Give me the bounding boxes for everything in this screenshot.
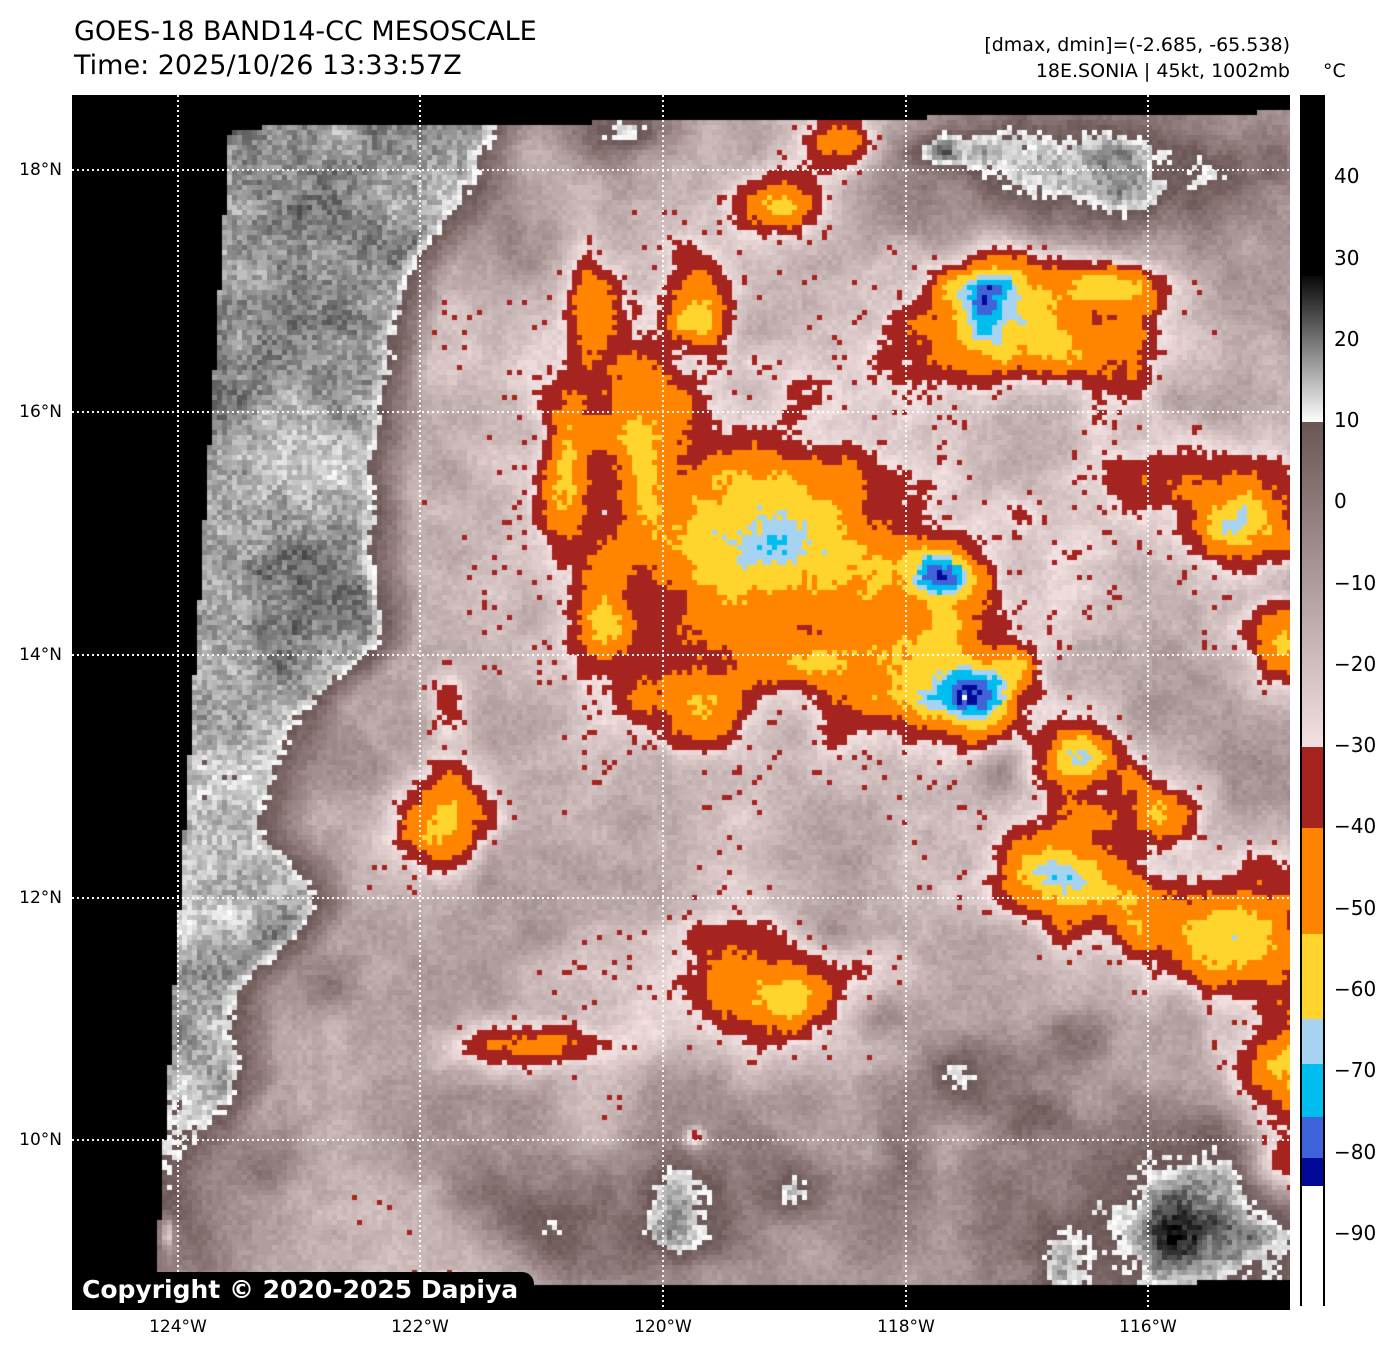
colorbar-tick-label: −80 [1334,1139,1377,1164]
colorbar-tick-label: −10 [1334,570,1377,595]
lat-tick-label: 16°N [19,402,62,422]
colorbar-tick-label: −20 [1334,651,1377,676]
storm-info: 18E.SONIA | 45kt, 1002mb [1035,60,1290,82]
lat-tick-label: 18°N [19,160,62,180]
colorbar [1300,95,1325,1309]
colorbar-tick-label: 30 [1334,245,1360,270]
colorbar-tick-label: 20 [1334,326,1360,351]
colorbar-tick-label: −50 [1334,895,1377,920]
colorbar-segment [1302,1157,1323,1188]
copyright-label: Copyright © 2020-2025 Dapiya [72,1272,535,1310]
lat-tick-label: 10°N [19,1130,62,1150]
lon-tick-label: 124°W [149,1317,207,1337]
colorbar-tick-label: −90 [1334,1220,1377,1245]
colorbar-segment [1302,1117,1323,1159]
colorbar-segment [1302,1186,1323,1309]
colorbar-segment [1302,747,1323,830]
satellite-image [72,95,1290,1310]
colorbar-tick-label: 0 [1334,489,1347,514]
colorbar-tick-label: −70 [1334,1058,1377,1083]
colorbar-unit-label: °C [1323,60,1346,82]
map-plot: Copyright © 2020-2025 Dapiya [72,95,1290,1310]
lon-tick-label: 118°W [877,1317,935,1337]
colorbar-segment [1302,422,1323,749]
dmax-dmin-readout: [dmax, dmin]=(-2.685, -65.538) [984,34,1290,56]
colorbar-tick-label: 40 [1334,164,1360,189]
colorbar-segment [1302,1019,1323,1065]
lat-tick-label: 12°N [19,888,62,908]
page-title: GOES-18 BAND14-CC MESOSCALE [74,16,537,47]
lat-tick-label: 14°N [19,645,62,665]
colorbar-segment [1302,828,1323,935]
colorbar-tick-label: −40 [1334,814,1377,839]
colorbar-segment [1302,275,1323,424]
lon-tick-label: 122°W [391,1317,449,1337]
header-readouts: [dmax, dmin]=(-2.685, -65.538) 18E.SONIA… [984,32,1290,84]
lon-tick-label: 116°W [1119,1317,1177,1337]
timestamp: Time: 2025/10/26 13:33:57Z [74,50,462,81]
colorbar-segment [1302,934,1323,1021]
lon-tick-label: 120°W [634,1317,692,1337]
colorbar-tick-label: −60 [1334,977,1377,1002]
colorbar-segment [1302,97,1323,277]
colorbar-tick-label: 10 [1334,408,1360,433]
colorbar-segment [1302,1064,1323,1118]
colorbar-tick-label: −30 [1334,733,1377,758]
